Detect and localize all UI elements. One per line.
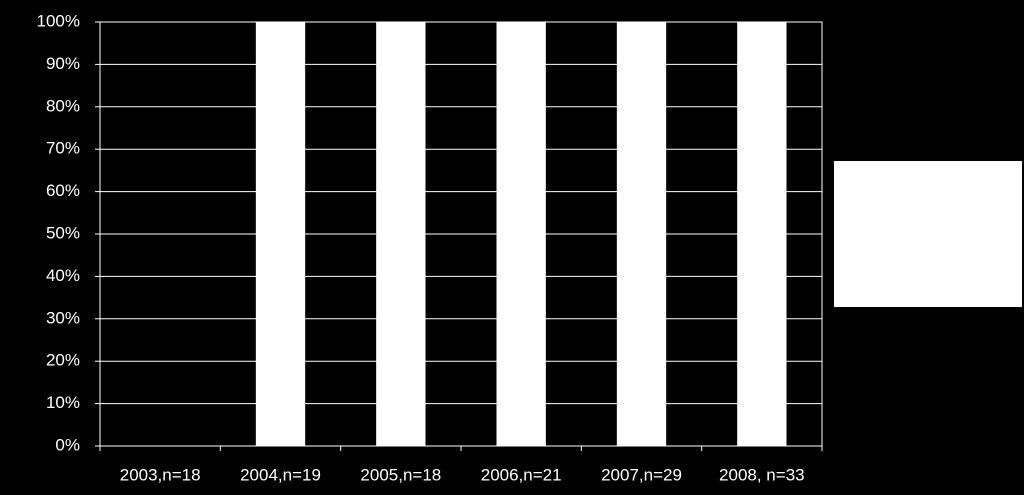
y-tick-label: 40% (46, 266, 80, 285)
x-tick-label: 2003,n=18 (120, 465, 201, 484)
bar (496, 22, 546, 446)
x-tick-label: 2004,n=19 (240, 465, 321, 484)
y-tick-label: 0% (55, 435, 80, 454)
y-tick-label: 80% (46, 96, 80, 115)
legend-box (834, 161, 1022, 307)
y-tick-label: 50% (46, 223, 80, 242)
x-tick-label: 2006,n=21 (481, 465, 562, 484)
bar (737, 22, 787, 446)
x-tick-label: 2007,n=29 (601, 465, 682, 484)
bar (616, 22, 667, 446)
y-tick-label: 20% (46, 351, 80, 370)
x-tick-label: 2005,n=18 (360, 465, 441, 484)
y-tick-label: 90% (46, 54, 80, 73)
y-tick-label: 100% (37, 11, 80, 30)
y-tick-label: 10% (46, 393, 80, 412)
bar (255, 22, 306, 446)
bar (376, 22, 426, 446)
y-tick-label: 70% (46, 139, 80, 158)
y-tick-label: 30% (46, 308, 80, 327)
x-tick-label: 2008, n=33 (719, 465, 805, 484)
y-tick-label: 60% (46, 181, 80, 200)
